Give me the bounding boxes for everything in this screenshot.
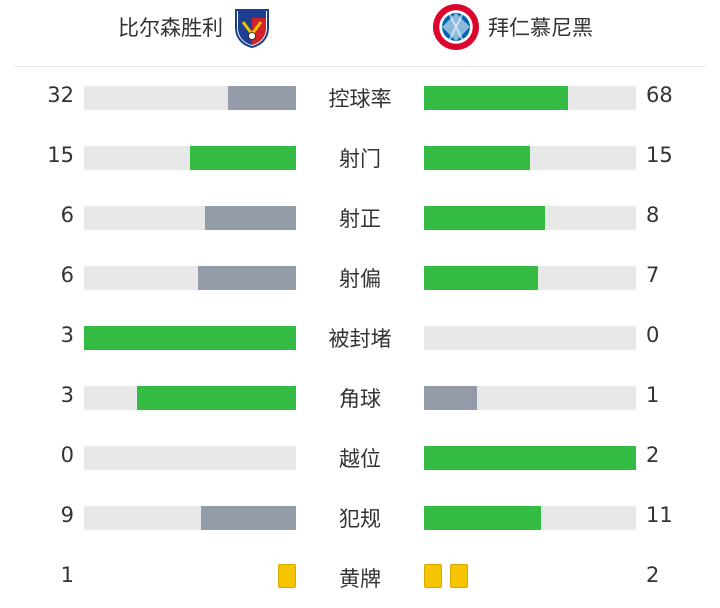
stat-label: 射门 bbox=[339, 147, 381, 171]
away-stat-bar bbox=[424, 206, 636, 230]
yellow-card-icon bbox=[424, 564, 442, 588]
home-stat-bar bbox=[84, 506, 296, 530]
away-team[interactable]: 拜仁慕尼黑 bbox=[432, 3, 593, 51]
yellow-card-icon bbox=[278, 564, 296, 588]
away-stat-value: 0 bbox=[646, 323, 660, 347]
home-stat-bar bbox=[84, 86, 296, 110]
away-stat-value: 7 bbox=[646, 263, 660, 287]
away-stat-value: 68 bbox=[646, 83, 673, 107]
home-stat-bar-fill bbox=[200, 506, 296, 530]
home-stat-value: 3 bbox=[60, 323, 74, 347]
header-divider bbox=[14, 66, 706, 67]
away-stat-bar-fill bbox=[424, 146, 530, 170]
viktoria-plzen-crest-icon bbox=[233, 6, 271, 49]
away-stat-value: 1 bbox=[646, 383, 660, 407]
yellow-card-icon bbox=[450, 564, 468, 588]
away-stat-bar bbox=[424, 446, 636, 470]
home-team-name: 比尔森胜利 bbox=[118, 16, 223, 40]
stat-row: 15 射门 15 bbox=[0, 128, 720, 188]
stat-row: 0 越位 2 bbox=[0, 428, 720, 488]
away-stat-bar bbox=[424, 86, 636, 110]
stat-label: 控球率 bbox=[328, 87, 392, 111]
away-stat-bar bbox=[424, 326, 636, 350]
away-stat-bar bbox=[424, 266, 636, 290]
away-stat-value: 11 bbox=[646, 503, 673, 527]
stat-row: 6 射正 8 bbox=[0, 188, 720, 248]
yellow-cards-row: 1 黄牌 2 bbox=[0, 548, 720, 608]
away-stat-bar-fill bbox=[424, 266, 539, 290]
home-stat-bar-fill bbox=[198, 266, 296, 290]
away-stat-bar bbox=[424, 386, 636, 410]
home-stat-bar-fill bbox=[228, 86, 296, 110]
home-stat-bar bbox=[84, 266, 296, 290]
stat-label: 越位 bbox=[339, 447, 381, 471]
away-stat-bar-fill bbox=[424, 206, 545, 230]
home-yellow-cards-value: 1 bbox=[60, 563, 74, 587]
home-stat-value: 6 bbox=[60, 203, 74, 227]
away-stat-bar-fill bbox=[424, 386, 477, 410]
away-stat-bar bbox=[424, 506, 636, 530]
home-stat-bar bbox=[84, 386, 296, 410]
stat-row: 3 被封堵 0 bbox=[0, 308, 720, 368]
away-stat-value: 8 bbox=[646, 203, 660, 227]
away-team-name: 拜仁慕尼黑 bbox=[488, 16, 593, 40]
stat-label: 射正 bbox=[339, 207, 381, 231]
away-stat-bar-fill bbox=[424, 506, 541, 530]
stat-label: 犯规 bbox=[339, 507, 381, 531]
match-header: 比尔森胜利 拜仁慕尼黑 bbox=[0, 0, 720, 64]
stat-row: 32 控球率 68 bbox=[0, 68, 720, 128]
away-yellow-cards bbox=[424, 564, 468, 588]
home-stat-value: 0 bbox=[60, 443, 74, 467]
stat-row: 6 射偏 7 bbox=[0, 248, 720, 308]
home-stat-value: 15 bbox=[47, 143, 74, 167]
home-stat-bar bbox=[84, 326, 296, 350]
yellow-cards-label: 黄牌 bbox=[339, 567, 381, 591]
home-stat-value: 3 bbox=[60, 383, 74, 407]
home-yellow-cards bbox=[278, 564, 296, 588]
stat-label: 角球 bbox=[339, 387, 381, 411]
stat-label: 被封堵 bbox=[328, 327, 392, 351]
stats-list: 32 控球率 68 15 射门 15 6 射正 8 6 射偏 7 3 被封堵 0 3 角球 1 0 越位 2 9 犯规 11 1… bbox=[0, 68, 720, 608]
home-stat-bar-fill bbox=[137, 386, 296, 410]
home-stat-value: 32 bbox=[47, 83, 74, 107]
away-stat-value: 15 bbox=[646, 143, 673, 167]
stat-label: 射偏 bbox=[339, 267, 381, 291]
away-stat-bar-fill bbox=[424, 446, 636, 470]
home-stat-bar-fill bbox=[190, 146, 296, 170]
home-stat-bar bbox=[84, 146, 296, 170]
away-stat-bar-fill bbox=[424, 86, 569, 110]
away-stat-value: 2 bbox=[646, 443, 660, 467]
stat-row: 9 犯规 11 bbox=[0, 488, 720, 548]
home-stat-bar-fill bbox=[204, 206, 296, 230]
stat-row: 3 角球 1 bbox=[0, 368, 720, 428]
home-team[interactable]: 比尔森胜利 bbox=[118, 6, 271, 49]
away-yellow-cards-value: 2 bbox=[646, 563, 660, 587]
away-stat-bar bbox=[424, 146, 636, 170]
bayern-munich-crest-icon bbox=[432, 3, 480, 51]
home-stat-value: 9 bbox=[60, 503, 74, 527]
home-stat-bar bbox=[84, 446, 296, 470]
home-stat-value: 6 bbox=[60, 263, 74, 287]
home-stat-bar bbox=[84, 206, 296, 230]
home-stat-bar-fill bbox=[84, 326, 296, 350]
